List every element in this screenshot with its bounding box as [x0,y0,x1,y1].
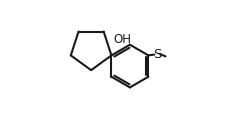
Text: S: S [153,48,161,61]
Text: OH: OH [113,33,131,46]
